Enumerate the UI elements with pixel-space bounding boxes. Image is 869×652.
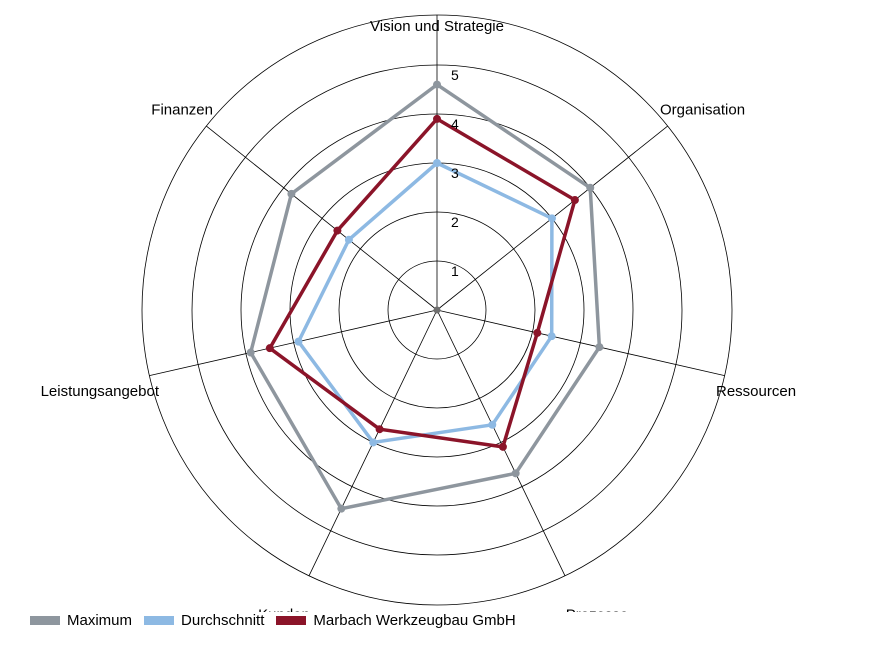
grid-spoke-5 [149, 309, 438, 377]
legend-swatch-marbach [276, 616, 307, 625]
legend-item-marbach: Marbach Werkzeugbau GmbH [276, 612, 516, 629]
grid-spoke-3 [436, 309, 566, 576]
axis-label-2: Ressourcen [716, 383, 796, 400]
legend-label-durchschnitt: Durchschnitt [181, 612, 265, 629]
axis-label-0: Vision und Strategie [370, 18, 504, 35]
axis-label-6: Finanzen [151, 102, 213, 119]
tick-label-5: 5 [451, 67, 459, 83]
series-2-point-3 [498, 442, 507, 451]
axis-label-5: Leistungsangebot [41, 383, 160, 400]
legend-item-maximum: Maximum [30, 612, 132, 629]
series-2-point-0 [433, 114, 441, 123]
series-1-point-2 [547, 332, 556, 341]
legend-label-marbach: Marbach Werkzeugbau GmbH [313, 612, 516, 629]
series-0-point-2 [595, 343, 604, 352]
series-line-1 [296, 161, 554, 445]
series-2-point-1 [570, 196, 579, 205]
radar-series [246, 80, 604, 513]
series-1-point-3 [488, 420, 497, 429]
axis-label-4: Kunden [258, 607, 310, 612]
tick-label-2: 2 [451, 214, 459, 230]
series-0-point-1 [586, 183, 595, 192]
series-0-point-3 [511, 469, 520, 478]
series-1-point-1 [547, 214, 556, 223]
series-2-point-2 [533, 328, 542, 337]
series-0-point-5 [246, 348, 255, 357]
legend-label-maximum: Maximum [67, 612, 133, 629]
series-1-point-4 [369, 438, 378, 447]
axis-label-1: Organisation [660, 102, 745, 119]
center-point [433, 306, 441, 314]
legend-item-durchschnitt: Durchschnitt [144, 612, 264, 629]
series-1-point-5 [294, 337, 303, 346]
tick-label-1: 1 [451, 263, 459, 279]
grid-spoke-6 [206, 125, 438, 311]
tick-label-3: 3 [451, 165, 459, 181]
tick-label-4: 4 [451, 116, 459, 132]
series-0-point-6 [287, 189, 296, 198]
legend-swatch-durchschnitt [144, 616, 175, 625]
series-line-2 [268, 117, 577, 449]
radar-labels: 1 2 3 4 5 Vision und Strategie Organisation Res… [41, 18, 796, 612]
series-0-point-0 [433, 80, 441, 89]
series-1-point-6 [344, 235, 353, 244]
series-line-0 [248, 82, 602, 511]
radar-chart: 1 2 3 4 5 Vision und Strategie Organisation Res… [41, 14, 796, 612]
series-2-point-6 [333, 226, 342, 235]
series-1-point-0 [433, 159, 441, 167]
grid-spoke-2 [436, 309, 725, 377]
series-2-point-5 [265, 344, 274, 353]
legend: Maximum Durchschnitt Marbach Werkzeugbau… [30, 612, 528, 629]
axis-label-3: Prozesse [566, 607, 629, 612]
legend-swatch-maximum [30, 616, 60, 625]
series-2-point-4 [375, 425, 384, 434]
series-0-point-4 [337, 504, 346, 513]
